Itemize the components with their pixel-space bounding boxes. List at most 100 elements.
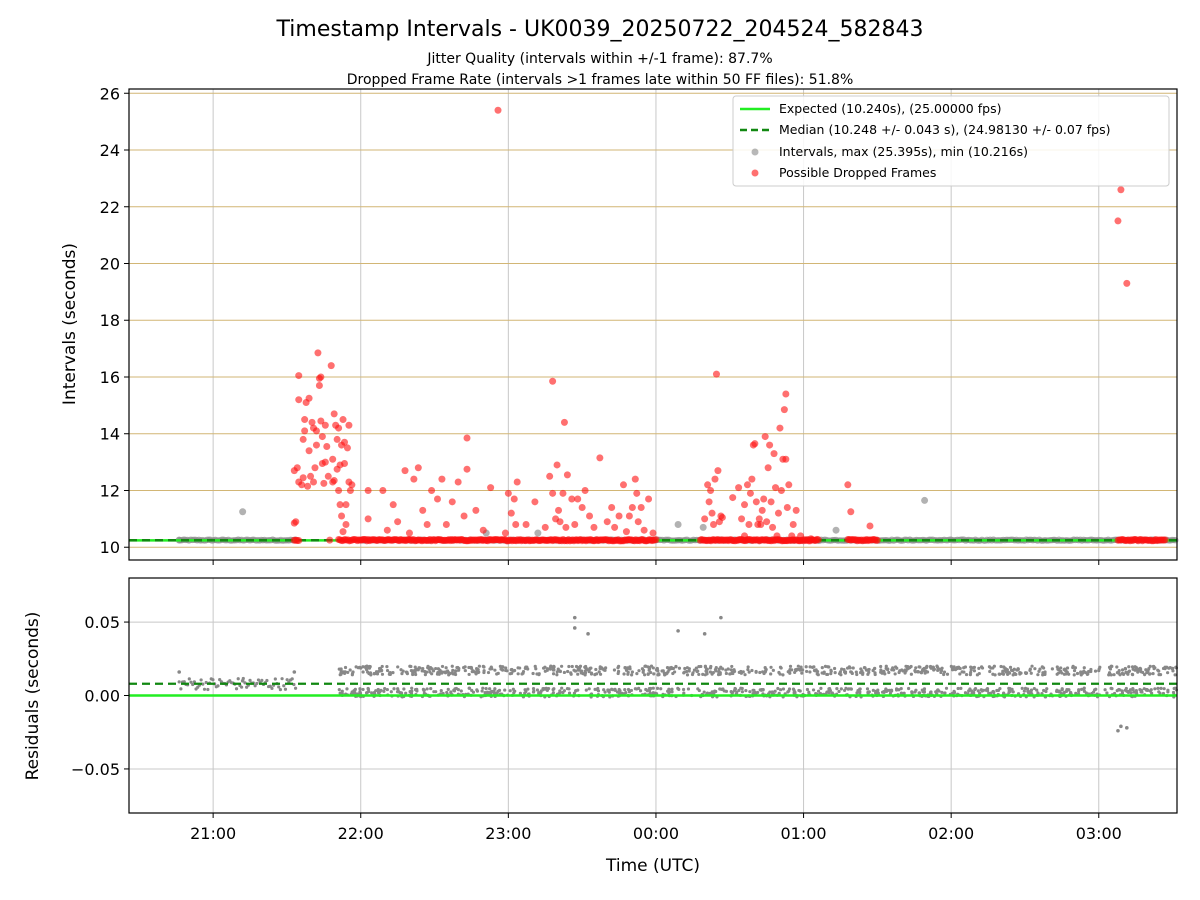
residual-point bbox=[549, 665, 553, 669]
residual-point bbox=[1127, 665, 1131, 669]
x-tick-label: 23:00 bbox=[485, 824, 531, 843]
residual-point bbox=[651, 686, 655, 690]
residual-point bbox=[843, 688, 847, 693]
legend: Expected (10.240s), (25.00000 fps) Media… bbox=[732, 95, 1170, 187]
residual-point bbox=[383, 686, 387, 691]
residual-point bbox=[1144, 668, 1148, 672]
residual-point bbox=[265, 678, 269, 683]
residual-point bbox=[761, 688, 765, 692]
residual-point bbox=[949, 664, 953, 668]
residual-point bbox=[964, 672, 969, 677]
residual-point bbox=[890, 668, 894, 672]
residual-point bbox=[576, 668, 580, 672]
residual-point bbox=[1116, 728, 1120, 733]
dropped-frame-point bbox=[308, 418, 316, 426]
dropped-frame-point bbox=[634, 518, 642, 526]
residual-point bbox=[392, 687, 396, 691]
residual-point bbox=[583, 669, 587, 673]
residual-point bbox=[1098, 665, 1102, 669]
dropped-frame-point bbox=[463, 434, 471, 442]
residual-point bbox=[1079, 671, 1083, 676]
residual-point bbox=[932, 668, 936, 672]
dropped-frame-point bbox=[298, 481, 306, 489]
residual-point bbox=[399, 668, 403, 672]
residual-point bbox=[1162, 687, 1166, 691]
dropped-frame-point bbox=[645, 495, 653, 503]
residual-point bbox=[975, 673, 980, 677]
dropped-frame-point bbox=[640, 526, 648, 534]
residual-point bbox=[565, 686, 570, 691]
residual-point bbox=[992, 690, 996, 695]
residual-point bbox=[845, 666, 850, 670]
dropped-frame-point bbox=[305, 394, 313, 402]
residual-point bbox=[293, 686, 298, 690]
residual-point bbox=[623, 687, 627, 692]
residual-point bbox=[270, 686, 274, 690]
dropped-frame-point bbox=[562, 523, 570, 531]
dropped-frame-point bbox=[788, 532, 796, 540]
residual-point bbox=[1139, 688, 1144, 692]
residual-point bbox=[240, 679, 245, 683]
residual-point bbox=[1125, 726, 1129, 730]
dropped-frame-point bbox=[586, 512, 594, 520]
intervals-y-ticks: 10 12 14 16 18 20 22 24 26 bbox=[100, 84, 1100, 565]
residual-point bbox=[882, 669, 886, 673]
residual-point bbox=[746, 667, 750, 672]
residual-point bbox=[402, 687, 406, 691]
residual-point bbox=[829, 668, 833, 672]
residual-point bbox=[976, 689, 980, 693]
dropped-frame-point bbox=[608, 504, 616, 512]
residual-point bbox=[467, 686, 472, 690]
residual-point bbox=[676, 629, 680, 633]
residual-point bbox=[1120, 691, 1125, 695]
residual-point bbox=[1072, 673, 1076, 677]
residual-point bbox=[430, 672, 434, 676]
residual-point bbox=[1030, 664, 1034, 668]
dropped-frame-point bbox=[553, 461, 561, 469]
residual-point bbox=[858, 687, 862, 691]
residual-point bbox=[1033, 667, 1037, 671]
residual-point bbox=[1145, 671, 1149, 675]
residual-point bbox=[369, 673, 373, 677]
dropped-frame-point bbox=[792, 506, 800, 514]
residual-point bbox=[1173, 686, 1177, 690]
dropped-frame-point bbox=[318, 433, 326, 441]
residual-point bbox=[686, 687, 691, 691]
residual-point bbox=[913, 670, 918, 674]
dropped-frame-point bbox=[729, 494, 737, 502]
dropped-frame-point bbox=[438, 475, 446, 483]
residual-point bbox=[729, 672, 733, 676]
chart-subtitle-jitter: Jitter Quality (intervals within +/-1 fr… bbox=[426, 51, 772, 67]
residual-point bbox=[431, 669, 436, 673]
residual-point bbox=[346, 670, 350, 675]
residual-point bbox=[800, 668, 805, 672]
residual-point bbox=[1004, 667, 1008, 671]
intervals-y-tick-label: 10 bbox=[100, 538, 120, 557]
dropped-frame-point bbox=[743, 481, 751, 489]
residual-point bbox=[886, 667, 890, 672]
residuals-panel: 21:00 22:00 23:00 00:00 01:00 02:00 03:00 0.05 0… bbox=[23, 577, 1179, 876]
dropped-frame-point bbox=[342, 521, 350, 529]
residual-point bbox=[380, 668, 384, 673]
dropped-frame-point bbox=[472, 506, 480, 514]
dropped-frame-point bbox=[301, 427, 309, 435]
legend-dropped-label: Possible Dropped Frames bbox=[779, 165, 936, 180]
residual-point bbox=[664, 672, 668, 676]
residual-point bbox=[885, 688, 889, 692]
residual-point bbox=[429, 686, 433, 691]
residual-point bbox=[935, 664, 939, 668]
residual-point bbox=[1107, 673, 1111, 677]
residual-point bbox=[343, 665, 348, 670]
residual-point bbox=[353, 687, 357, 691]
residual-point bbox=[724, 671, 728, 676]
residual-point bbox=[1050, 667, 1054, 671]
residual-point bbox=[800, 671, 804, 675]
residual-point bbox=[1032, 686, 1036, 691]
residual-point bbox=[977, 666, 981, 670]
dropped-frame-point bbox=[507, 509, 515, 517]
residual-point bbox=[914, 688, 918, 692]
residual-point bbox=[366, 670, 370, 674]
dropped-frame-point bbox=[305, 447, 313, 455]
dropped-frame-point bbox=[494, 106, 502, 114]
residual-point bbox=[1118, 673, 1122, 677]
